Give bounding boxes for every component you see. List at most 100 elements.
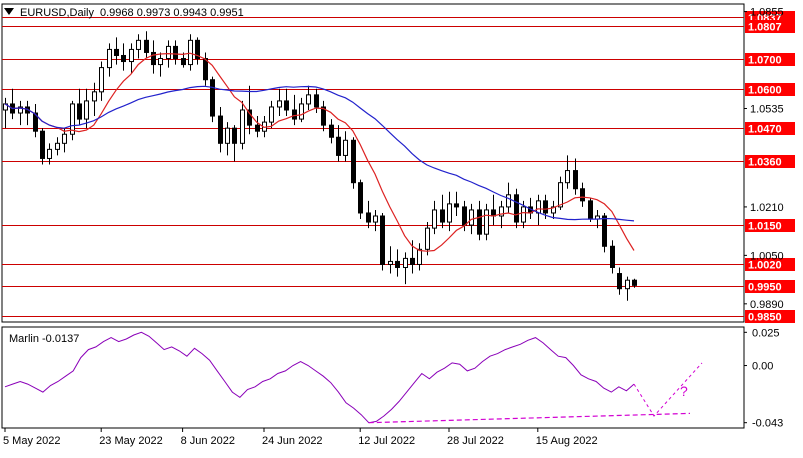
level-label: 0.9850: [748, 312, 782, 324]
candle-body: [536, 200, 541, 214]
divergence-dashed-line: [368, 412, 691, 424]
candle-body: [151, 51, 156, 66]
question-mark-annotation: ?: [680, 383, 688, 399]
candle-body: [18, 106, 23, 114]
candle-body: [440, 209, 445, 223]
projection-dashed-line: [633, 362, 703, 417]
candle-body: [55, 142, 60, 150]
indicator-axis-tick-label: -0.043: [752, 418, 783, 430]
candle-body: [343, 139, 348, 156]
level-label-box: [745, 83, 795, 96]
candle-body: [277, 100, 282, 108]
level-label-box: [745, 122, 795, 135]
candle-body: [417, 248, 422, 265]
date-axis-tick-label: 5 May 2022: [3, 435, 60, 447]
date-axis-tick-label: 23 May 2022: [99, 435, 163, 447]
candle-body: [580, 188, 585, 202]
candle-body: [573, 170, 578, 190]
candle-body: [410, 257, 415, 265]
candle-body: [306, 94, 311, 105]
date-axis-tick-label: 8 Jun 2022: [181, 435, 235, 447]
candle-body: [181, 58, 186, 66]
candle-body: [373, 215, 378, 223]
collapse-arrow-icon[interactable]: [4, 8, 14, 15]
level-label: 1.0807: [748, 22, 782, 34]
level-label: 1.0360: [748, 157, 782, 169]
price-axis-tick-label: 1.0050: [750, 250, 784, 262]
level-label: 1.0150: [748, 221, 782, 233]
candle-body: [47, 148, 52, 159]
candle-body: [336, 136, 341, 156]
candle-body: [99, 67, 104, 93]
candle-body: [610, 245, 615, 268]
level-label-box: [745, 155, 795, 168]
candle-body: [314, 94, 319, 108]
symbol-label: EURUSD,Daily: [20, 7, 94, 19]
marlin-oscillator-line: [4, 331, 635, 424]
date-axis-tick-label: 24 Jun 2022: [262, 435, 323, 447]
candle-body: [284, 100, 289, 111]
candle-body: [602, 215, 607, 247]
price-axis-tick-label: 0.9890: [750, 299, 784, 311]
candle-body: [329, 124, 334, 138]
level-label-box: [745, 310, 795, 323]
indicator-label: Marlin -0.0137: [9, 333, 79, 345]
candle-body: [469, 209, 474, 226]
candle-body: [188, 39, 193, 66]
candle-body: [232, 127, 237, 144]
level-label: 1.0600: [748, 85, 782, 97]
level-label: 1.0020: [748, 260, 782, 272]
level-label-box: [745, 258, 795, 271]
candle-body: [558, 182, 563, 208]
candle-body: [358, 182, 363, 214]
candle-body: [395, 260, 400, 268]
candle-body: [514, 194, 519, 223]
candle-body: [632, 279, 637, 286]
candle-body: [70, 103, 75, 135]
candle-body: [40, 130, 45, 159]
candle-body: [447, 203, 452, 223]
date-axis-tick-label: 28 Jul 2022: [447, 435, 504, 447]
candle-body: [454, 203, 459, 208]
candle-body: [136, 39, 141, 50]
candle-body: [173, 45, 178, 60]
candle-body: [432, 209, 437, 229]
candle-body: [33, 112, 38, 132]
candle-body: [403, 257, 408, 268]
candle-body: [144, 39, 149, 53]
candle-body: [240, 109, 245, 144]
candle-body: [158, 58, 163, 66]
candle-body: [269, 106, 274, 123]
candle-body: [121, 54, 126, 63]
candle-body: [617, 273, 622, 290]
candle-body: [366, 212, 371, 223]
indicator-axis-tick-label: 0.00: [752, 361, 773, 373]
candle-body: [62, 133, 67, 144]
candle-body: [203, 58, 208, 81]
level-label-box: [745, 280, 795, 293]
candle-body: [92, 91, 97, 102]
level-label: 1.0700: [748, 55, 782, 67]
level-label: 1.0470: [748, 124, 782, 136]
candle-body: [588, 200, 593, 220]
level-label-box: [745, 219, 795, 232]
candle-body: [321, 106, 326, 126]
candle-body: [521, 206, 526, 223]
candle-body: [114, 48, 119, 56]
date-axis-tick-label: 15 Aug 2022: [536, 435, 598, 447]
candle-body: [166, 45, 171, 60]
candle-body: [425, 227, 430, 250]
candle-body: [388, 260, 393, 265]
price-panel-frame: [1, 3, 745, 323]
candle-body: [225, 127, 230, 144]
candle-body: [255, 124, 260, 132]
candle-body: [477, 209, 482, 235]
candle-body: [565, 170, 570, 184]
candle-body: [380, 215, 385, 265]
level-label-box: [745, 53, 795, 66]
ohlc-readout: 0.9968 0.9973 0.9943 0.9951: [100, 7, 244, 19]
candle-body: [247, 109, 252, 126]
candle-body: [77, 103, 82, 120]
candle-body: [195, 39, 200, 60]
